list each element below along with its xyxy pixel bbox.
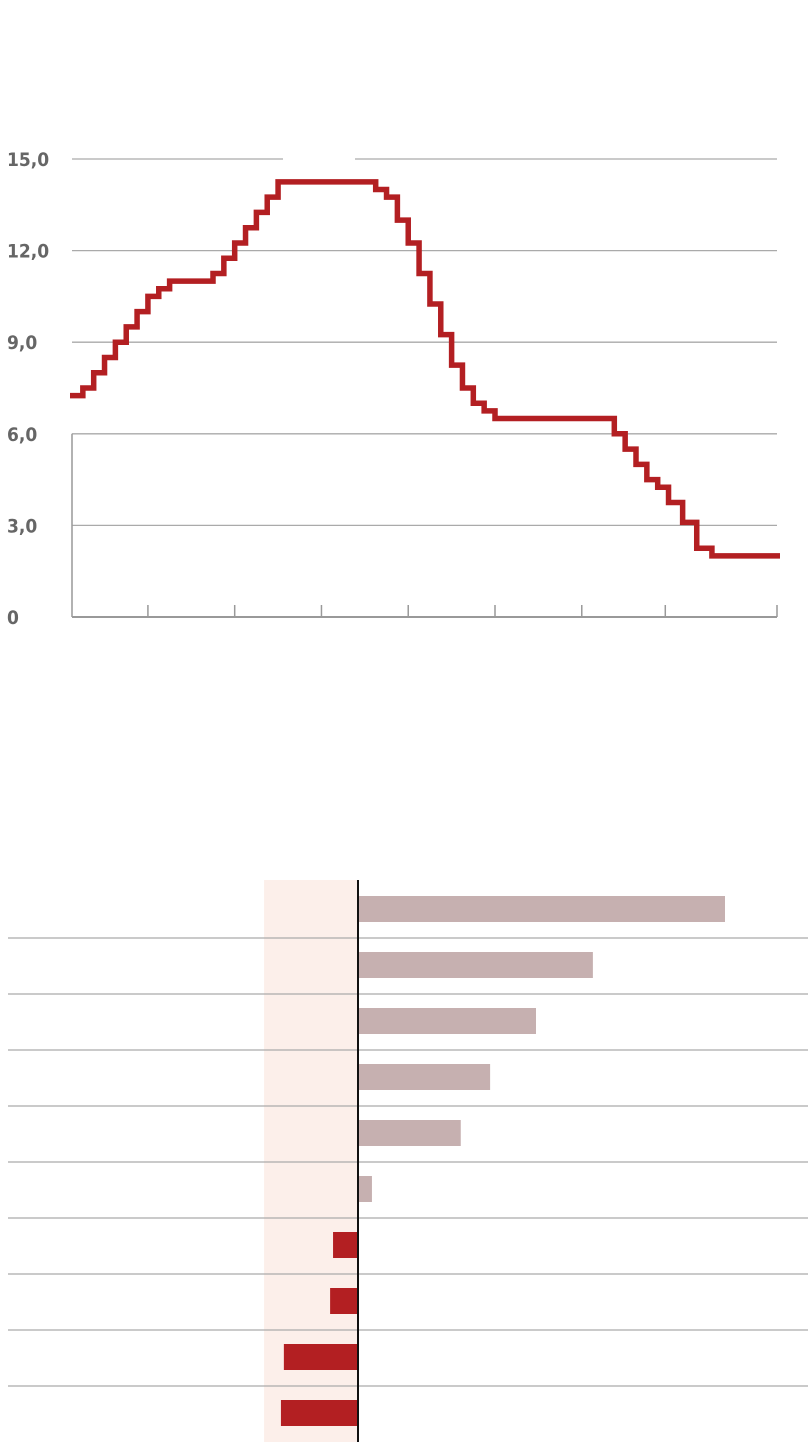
y-tick-label: 15,0 <box>7 149 49 171</box>
y-tick-label: 6,0 <box>7 424 37 446</box>
bar <box>283 1344 358 1370</box>
bar <box>358 896 725 922</box>
bar <box>358 1120 461 1146</box>
y-tick-label: 12,0 <box>7 241 49 263</box>
bar <box>358 1064 491 1090</box>
bar <box>358 952 593 978</box>
y-tick-label: 0 <box>7 607 19 629</box>
y-tick-label: 9,0 <box>7 332 37 354</box>
bar <box>358 1176 372 1202</box>
horizontal-bar-chart <box>8 880 808 1442</box>
bar <box>280 1400 358 1426</box>
bar <box>330 1288 358 1314</box>
step-line-chart: 0 3,0 6,0 9,0 12,0 15,0 <box>7 149 780 629</box>
bar <box>358 1008 536 1034</box>
bar <box>333 1232 358 1258</box>
step-line-series <box>70 179 780 559</box>
y-tick-label: 3,0 <box>7 515 37 537</box>
